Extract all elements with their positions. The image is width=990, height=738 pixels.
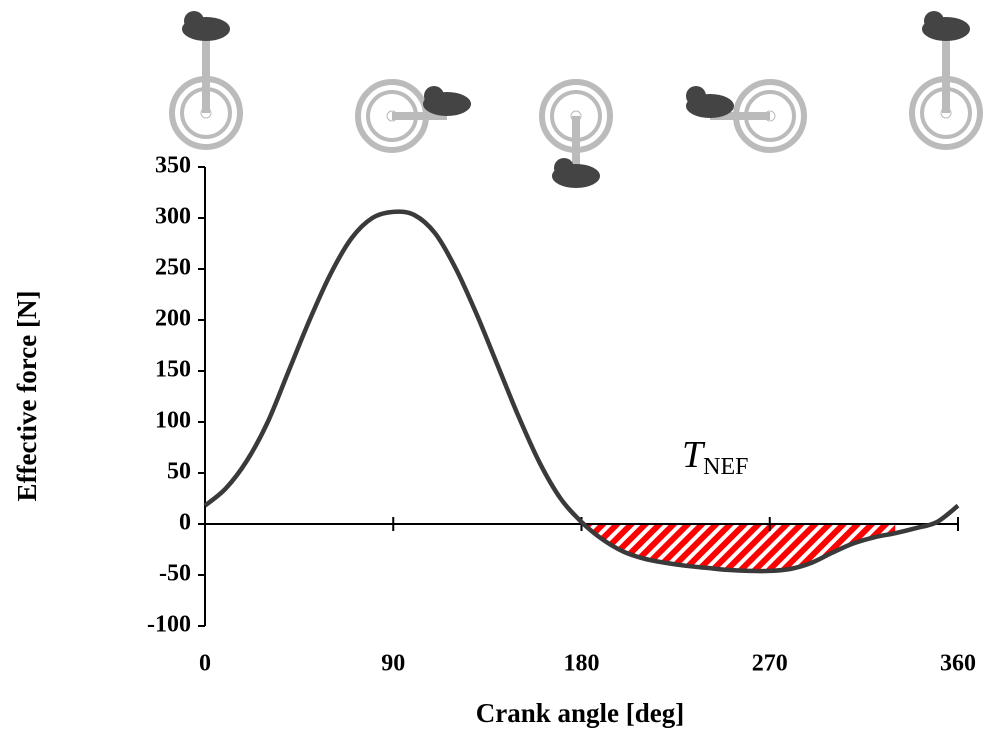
x-tick-label: 0: [199, 651, 211, 677]
y-tick-label: 0: [179, 510, 191, 536]
annotation: TNEF: [682, 434, 748, 480]
crank-icons: [169, 11, 983, 188]
y-tick-label: 100: [155, 408, 191, 434]
y-tick-label: 50: [167, 459, 191, 485]
y-tick-label: 300: [155, 204, 191, 230]
y-tick-label: 150: [155, 357, 191, 383]
y-tick-label: -50: [159, 561, 191, 587]
y-axis-label: Effective force [N]: [12, 291, 42, 502]
x-tick-label: 360: [940, 651, 976, 677]
data-line: [203, 209, 960, 574]
x-tick-label: 180: [564, 651, 600, 677]
y-tick-label: 350: [155, 153, 191, 179]
y-tick-label: 250: [155, 255, 191, 281]
x-tick-label: 270: [752, 651, 788, 677]
x-axis-label: Crank angle [deg]: [476, 698, 685, 728]
x-tick-label: 90: [381, 651, 405, 677]
y-tick-label: -100: [147, 612, 191, 638]
y-tick-label: 200: [155, 306, 191, 332]
